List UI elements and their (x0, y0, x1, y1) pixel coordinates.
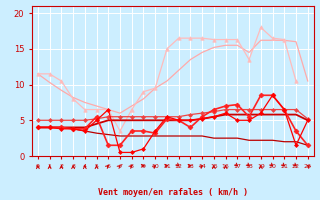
X-axis label: Vent moyen/en rafales ( km/h ): Vent moyen/en rafales ( km/h ) (98, 188, 248, 197)
